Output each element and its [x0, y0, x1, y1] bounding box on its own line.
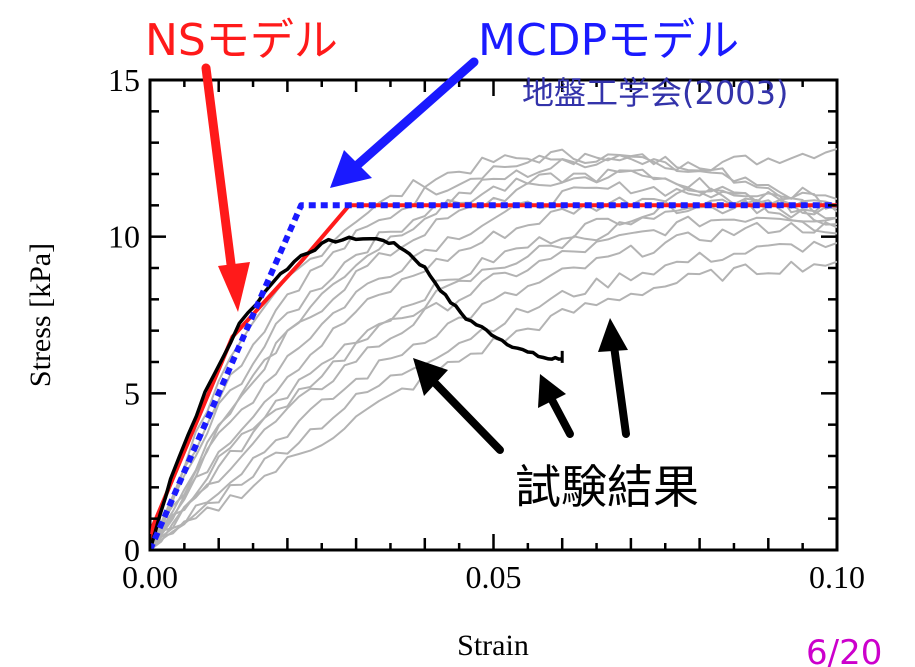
test-curve-grey-3 [150, 147, 837, 550]
mcdp-model-line [150, 202, 837, 550]
test-curve-grey-14 [150, 168, 837, 550]
test-arrow-right [598, 318, 630, 438]
citation-label: 地盤工学会(2003) [522, 74, 788, 112]
ns-model-line [150, 203, 837, 550]
test-result-black-line [150, 235, 563, 550]
y-axis-label: Stress [kPa] [24, 243, 57, 387]
test-curve-grey-4 [150, 152, 837, 550]
mcdp-model-label: MCDPモデル [478, 15, 739, 66]
ns-arrow [201, 63, 250, 312]
test-arrow-left [413, 358, 504, 454]
test-arrow-middle [538, 374, 574, 438]
ns-model-label: NSモデル [145, 15, 338, 66]
test-curve-grey-15 [150, 198, 837, 550]
test-curve-grey-11 [150, 221, 837, 550]
y-tick-label: 5 [124, 375, 140, 411]
test-curves-grey [150, 147, 837, 550]
y-tick-label: 15 [108, 62, 140, 98]
y-tick-label: 10 [108, 219, 140, 255]
test-curve-grey-8 [150, 187, 837, 550]
x-tick-label: 0.10 [809, 559, 865, 595]
test-curve-grey-6 [150, 169, 837, 550]
test-curve-grey-10 [150, 215, 837, 550]
model-curves [150, 202, 837, 550]
test-curve-grey-7 [150, 181, 837, 550]
x-tick-label: 0.05 [466, 559, 522, 595]
test-curve-grey-12 [150, 240, 837, 550]
axis-ticks: 0.00 0.05 0.10 0 5 10 15 [108, 62, 865, 595]
x-tick-label: 0.00 [122, 559, 178, 595]
page-number: 6/20 [806, 633, 882, 667]
test-curve-grey-13 [150, 260, 837, 550]
y-tick-label: 0 [124, 532, 140, 568]
test-results-label: 試験結果 [515, 460, 699, 514]
test-curve-grey-5 [150, 155, 837, 550]
mcdp-arrow [330, 57, 479, 188]
x-axis-label: Strain [457, 629, 529, 662]
